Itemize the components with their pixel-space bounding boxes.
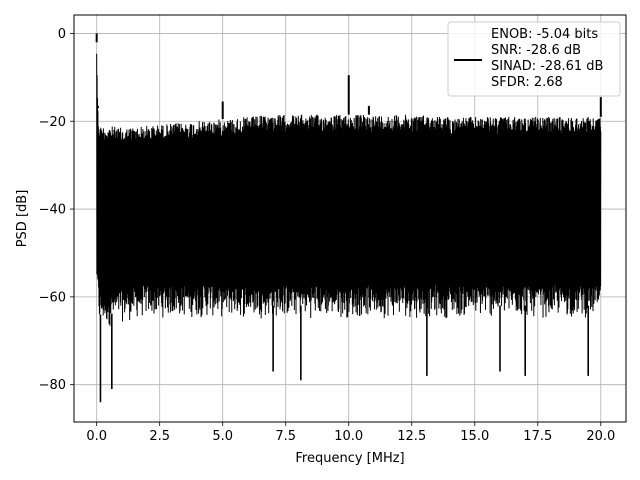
legend-label-line: SINAD: -28.61 dB — [491, 59, 603, 74]
legend-box — [447, 21, 621, 97]
y-tick-label: −80 — [39, 378, 66, 393]
x-tick-label: 7.5 — [275, 429, 296, 444]
x-ticks: 0.0 2.5 5.0 7.5 10.0 12.5 15.0 17.5 20.0 — [86, 422, 615, 444]
x-tick-label: 20.0 — [586, 429, 615, 444]
plot-frame — [73, 14, 627, 423]
x-tick-label: 17.5 — [523, 429, 552, 444]
x-tick-label: 2.5 — [149, 429, 170, 444]
y-tick-label: 0 — [58, 27, 66, 42]
y-axis-label: PSD [dB] — [15, 190, 30, 248]
series-trace — [96, 53, 602, 326]
y-ticks: 0 −20 −40 −60 −80 — [39, 27, 74, 393]
x-tick-label: 15.0 — [460, 429, 489, 444]
y-tick-label: −20 — [39, 115, 66, 130]
x-tick-label: 10.0 — [334, 429, 363, 444]
x-tick-label: 5.0 — [212, 429, 233, 444]
legend: ENOB: -5.04 bits SNR: -28.6 dB SINAD: -28.… — [447, 21, 621, 97]
legend-label-line: SFDR: 2.68 — [491, 75, 563, 90]
legend-label: ENOB: -5.04 bits SNR: -28.6 dB SINAD: -28.… — [491, 27, 603, 90]
series-layer — [95, 33, 602, 403]
legend-label-line: ENOB: -5.04 bits — [491, 27, 598, 42]
y-tick-label: −40 — [39, 203, 66, 218]
x-tick-label: 0.0 — [86, 429, 107, 444]
x-axis-label: Frequency [MHz] — [295, 451, 404, 466]
x-tick-label: 12.5 — [397, 429, 426, 444]
y-tick-label: −60 — [39, 290, 66, 305]
legend-label-line: SNR: -28.6 dB — [491, 43, 581, 58]
